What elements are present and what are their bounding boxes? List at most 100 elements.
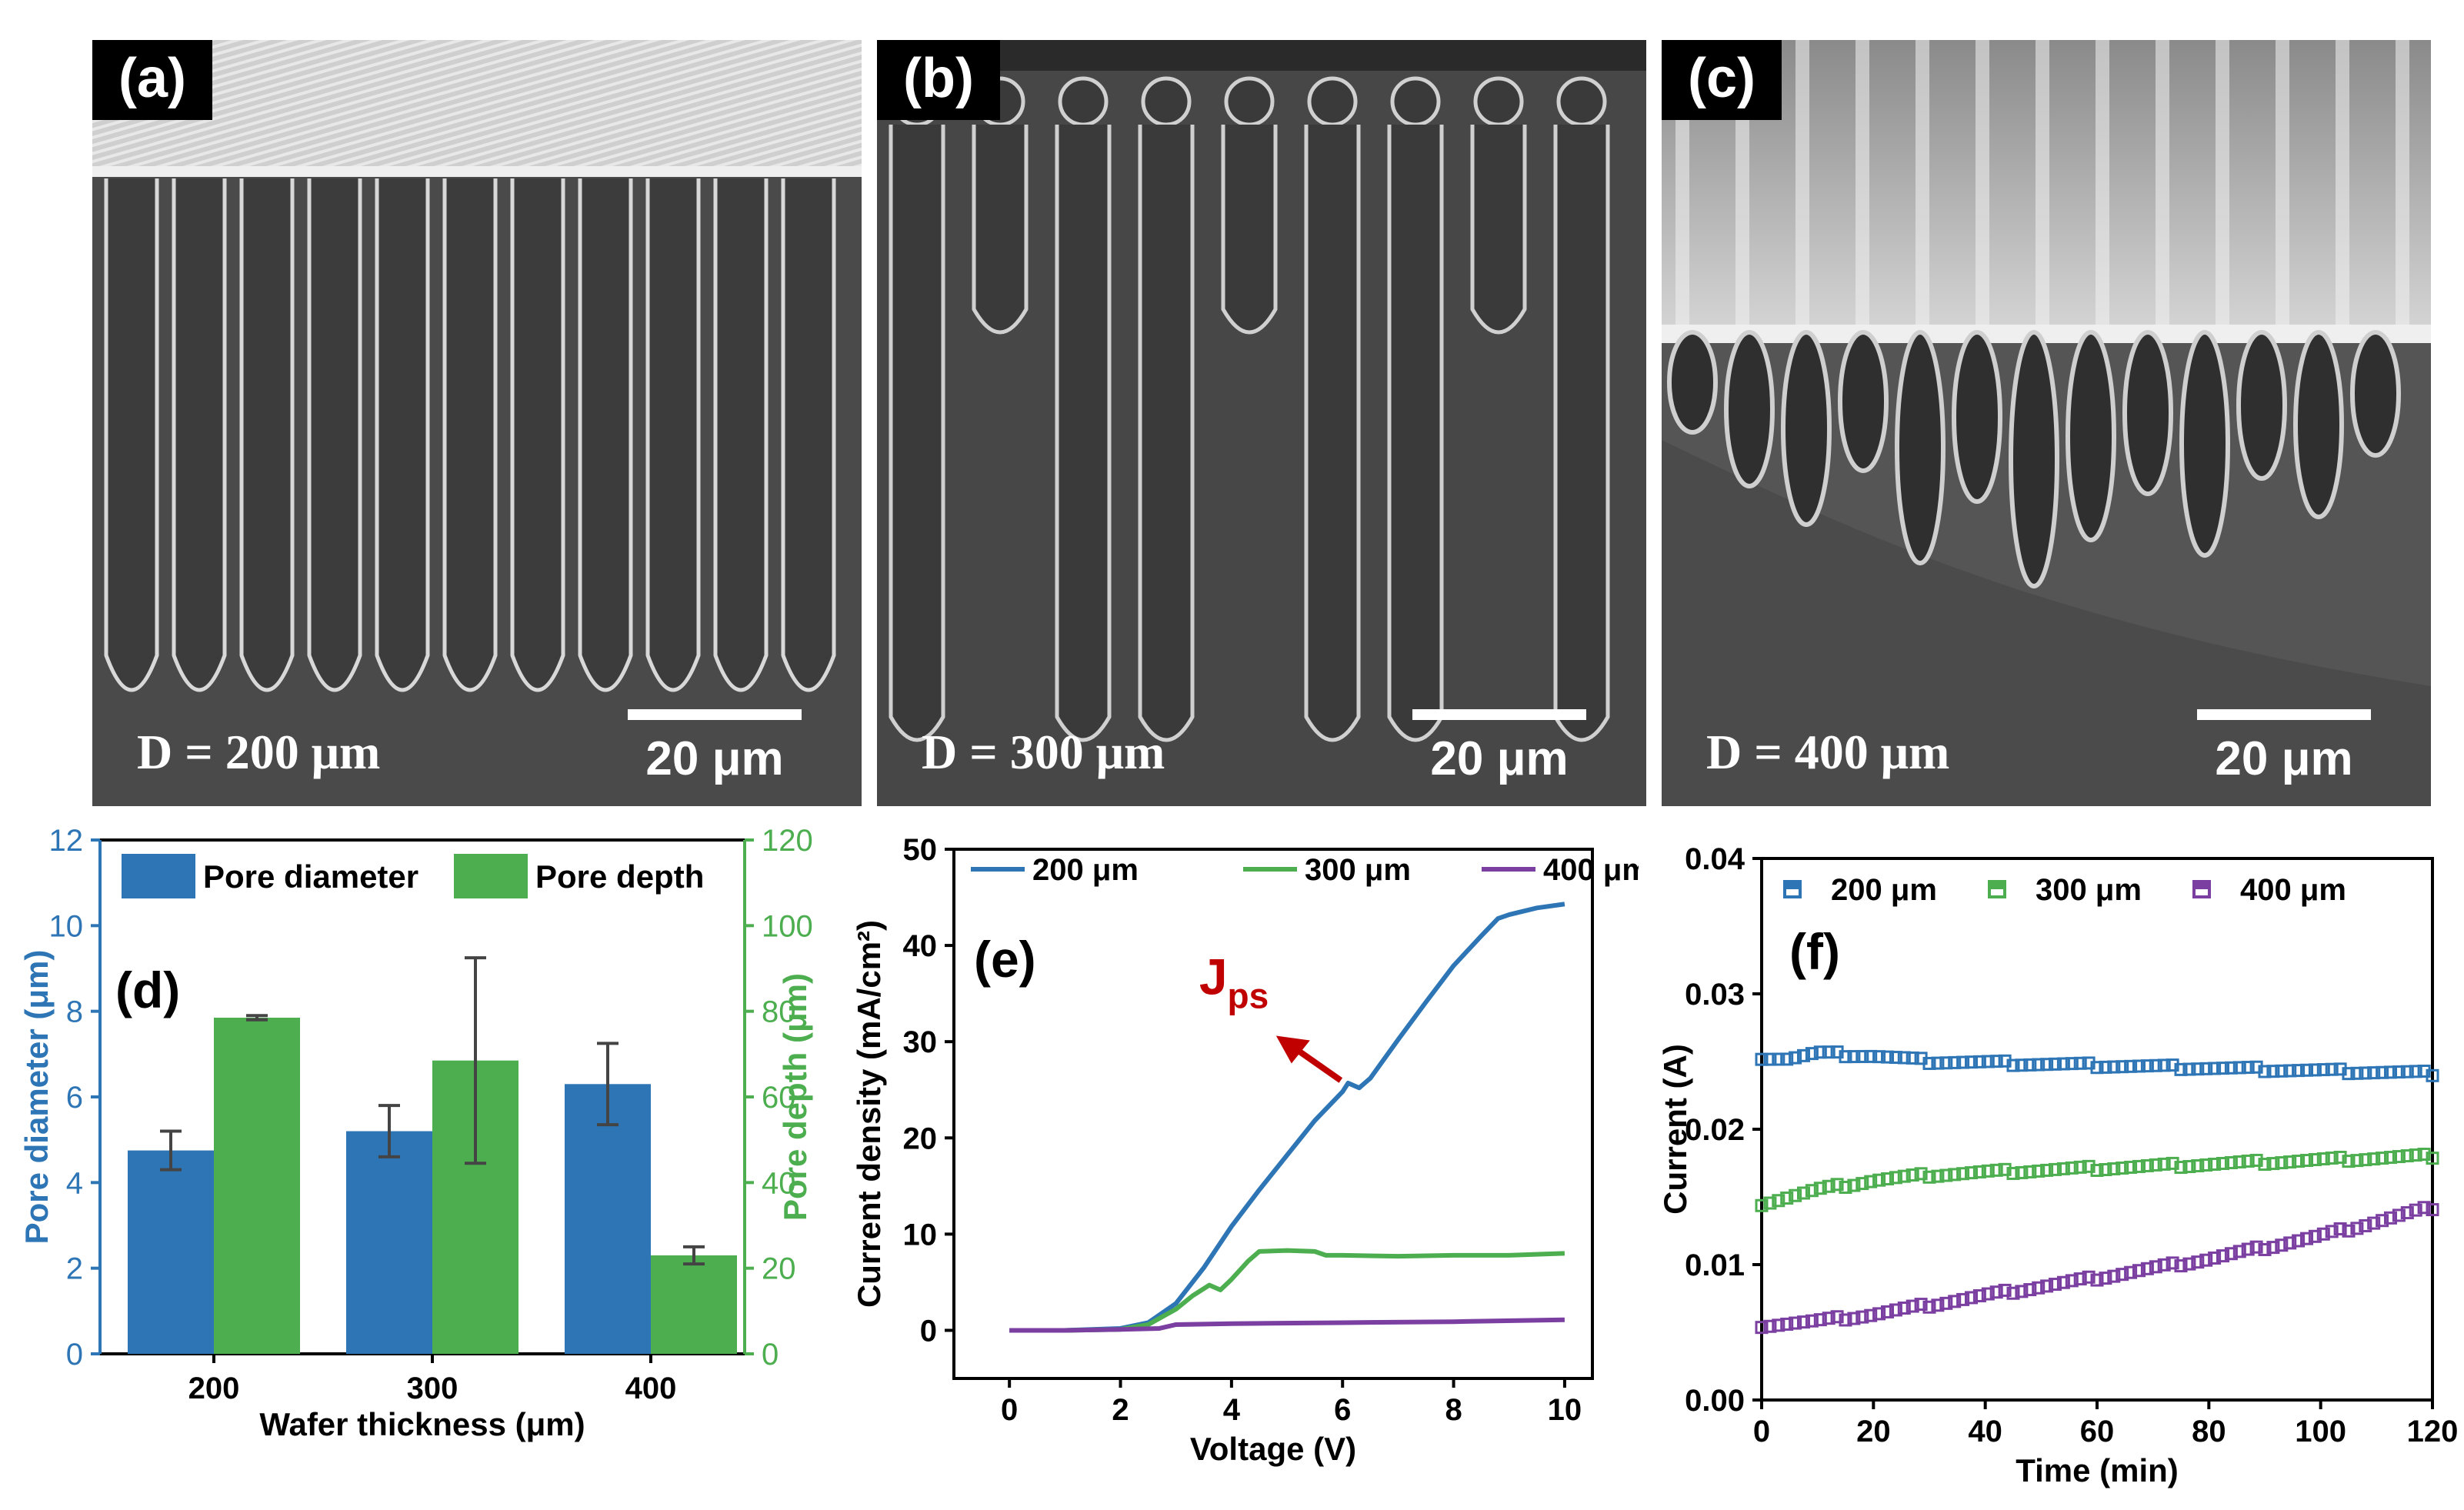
legend-swatch-depth [454,854,528,898]
annotation-arrowhead [1275,1035,1310,1064]
marker [2149,1260,2162,1274]
marker [1872,1050,1886,1064]
x-tick-label: 100 [2295,1415,2346,1448]
scale-bar-line [2197,709,2371,720]
sem-surface-stripe [1916,40,1929,332]
sem-panel-a: (a) D = 200 μm 20 μm [92,40,862,806]
marker [1931,1298,1945,1312]
sem-surface-stripe [1795,40,1809,332]
y-tick-label-left: 12 [49,824,84,858]
marker [1772,1052,1785,1066]
marker [2208,1062,2222,1075]
marker [2140,1262,2154,1275]
marker [1948,1055,1962,1069]
marker [2249,1240,2263,1254]
sem-pore [781,178,836,692]
marker [1839,1050,1852,1064]
thickness-label-b: D = 300 μm [922,725,1165,779]
marker [1939,1296,1953,1310]
marker [2182,1160,2196,1174]
marker [2199,1062,2213,1075]
series-line-300 [1009,1248,1565,1333]
marker [1872,1307,1886,1321]
bar [565,1084,651,1354]
marker [2426,1203,2439,1217]
sem-surface-stripe [2156,40,2169,332]
marker [2224,1155,2238,1169]
marker [2400,1065,2414,1078]
marker [2032,1164,2046,1178]
marker [2325,1151,2339,1165]
marker [1989,1285,2003,1299]
sem-surface-stripe [2396,40,2409,332]
marker [1847,1178,1861,1192]
x-axis-title: Time (min) [2016,1452,2179,1488]
marker [2182,1062,2196,1076]
sem-pore-head [1058,76,1109,127]
marker [2350,1222,2364,1235]
marker [1956,1167,1970,1181]
marker [1906,1051,1919,1065]
x-tick-label: 80 [2192,1415,2226,1448]
y-tick-label-right: 120 [762,824,813,858]
marker [1813,1313,1827,1327]
marker [1856,1177,1869,1191]
marker [1981,1164,1995,1178]
marker [2056,1275,2070,1289]
marker [1998,1283,2012,1297]
scale-bar-b: 20 μm [1412,709,1586,783]
x-tick-label: 10 [1548,1393,1582,1427]
marker [1897,1051,1911,1065]
marker [2099,1162,2112,1176]
marker [1906,1299,1919,1313]
marker [2107,1269,2121,1283]
marker [2359,1218,2372,1232]
marker [1889,1171,1902,1185]
bar [346,1131,432,1354]
marker [1939,1168,1953,1182]
sem-pore [1895,330,1946,565]
marker [1822,1179,1835,1193]
marker [2376,1152,2389,1165]
marker [2191,1255,2205,1269]
series-markers [1755,1201,2439,1335]
marker [2157,1157,2171,1171]
legend-label-diameter: Pore diameter [203,858,418,895]
marker [1948,1168,1962,1182]
marker [2199,1158,2213,1172]
marker [2392,1150,2406,1164]
marker [2191,1062,2205,1076]
marker [1956,1292,1970,1306]
marker [1939,1056,1953,1070]
marker [1948,1295,1962,1308]
panel-label-e: (e) [974,931,1036,988]
marker [2308,1229,2322,1243]
marker [2384,1211,2397,1225]
marker [2258,1242,2272,1256]
marker [2359,1153,2372,1167]
marker [2316,1227,2330,1241]
sem-pore [1138,125,1195,742]
marker [1989,1163,2003,1177]
marker [2124,1059,2138,1073]
sem-pores-a [104,178,836,692]
marker [2116,1060,2129,1074]
sem-pore [645,178,701,692]
marker [1830,1310,1844,1324]
marker [1972,1288,1986,1302]
marker [2056,1162,2070,1175]
marker [2426,1068,2439,1082]
marker [2216,1062,2229,1075]
sem-surface-stripe [2336,40,2349,332]
y-axis-title: Current (A) [1657,1044,1693,1215]
marker [2266,1065,2280,1078]
marker [1931,1169,1945,1183]
marker [1797,1186,1810,1200]
marker [2409,1065,2422,1078]
sem-pore-head [1556,76,1607,127]
sem-pore [2293,330,2344,519]
marker [2384,1151,2397,1165]
marker [2292,1234,2306,1248]
x-tick-label: 6 [1334,1393,1351,1427]
x-tick-label: 200 [188,1372,240,1405]
